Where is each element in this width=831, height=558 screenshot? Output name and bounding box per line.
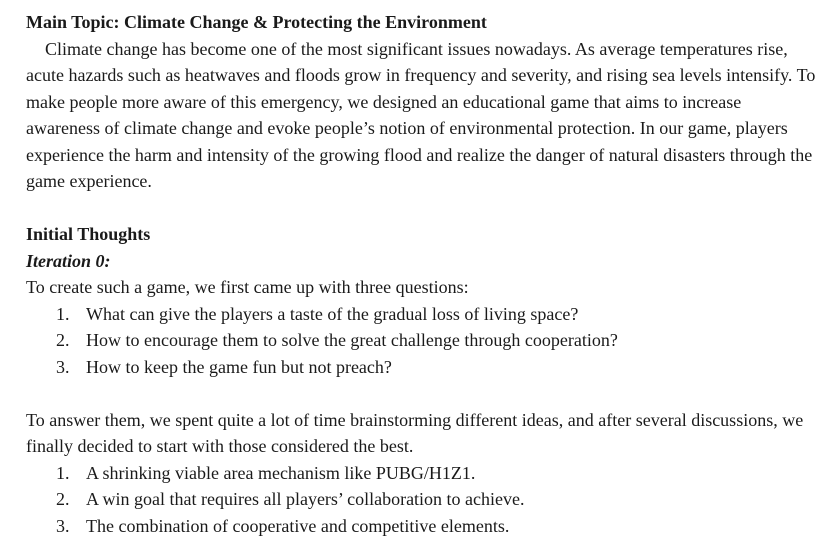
list-item: 1. What can give the players a taste of t… (26, 301, 816, 328)
intro-paragraph-text: Climate change has become one of the mos… (26, 38, 816, 192)
list-number: 3. (56, 515, 70, 536)
list-item: 2. A win goal that requires all players’ … (26, 486, 816, 513)
list-item-text: A shrinking viable area mechanism like P… (86, 462, 476, 483)
list-item: 1. A shrinking viable area mechanism like… (26, 460, 816, 487)
list-item-text: How to encourage them to solve the great… (86, 330, 618, 350)
list-item: 3. How to keep the game fun but not preac… (26, 354, 816, 381)
questions-intro: To create such a game, we first came up … (26, 277, 469, 297)
intro-paragraph: Climate change has become one of the mos… (26, 36, 816, 195)
answers-intro: To answer them, we spent quite a lot of … (26, 409, 804, 457)
list-number: 2. (56, 489, 70, 509)
list-item-text: How to keep the game fun but not preach? (86, 356, 392, 377)
list-number: 1. (56, 462, 70, 483)
document-body: Main Topic: Climate Change & Protecting … (26, 9, 816, 539)
list-item: 2. How to encourage them to solve the gre… (26, 327, 816, 354)
list-item-text: A win goal that requires all players’ co… (86, 489, 525, 509)
answers-list: 1. A shrinking viable area mechanism like… (26, 460, 816, 540)
list-item-text: The combination of cooperative and compe… (86, 515, 510, 536)
list-number: 1. (56, 303, 70, 324)
spacer (26, 195, 816, 222)
list-number: 3. (56, 356, 70, 377)
questions-list: 1. What can give the players a taste of t… (26, 301, 816, 381)
list-number: 2. (56, 330, 70, 350)
section-heading: Initial Thoughts (26, 224, 151, 244)
iteration-heading: Iteration 0: (26, 250, 111, 271)
list-item: 3. The combination of cooperative and com… (26, 513, 816, 540)
spacer (26, 380, 816, 407)
list-item-text: What can give the players a taste of the… (86, 303, 579, 324)
document-title: Main Topic: Climate Change & Protecting … (26, 12, 487, 32)
